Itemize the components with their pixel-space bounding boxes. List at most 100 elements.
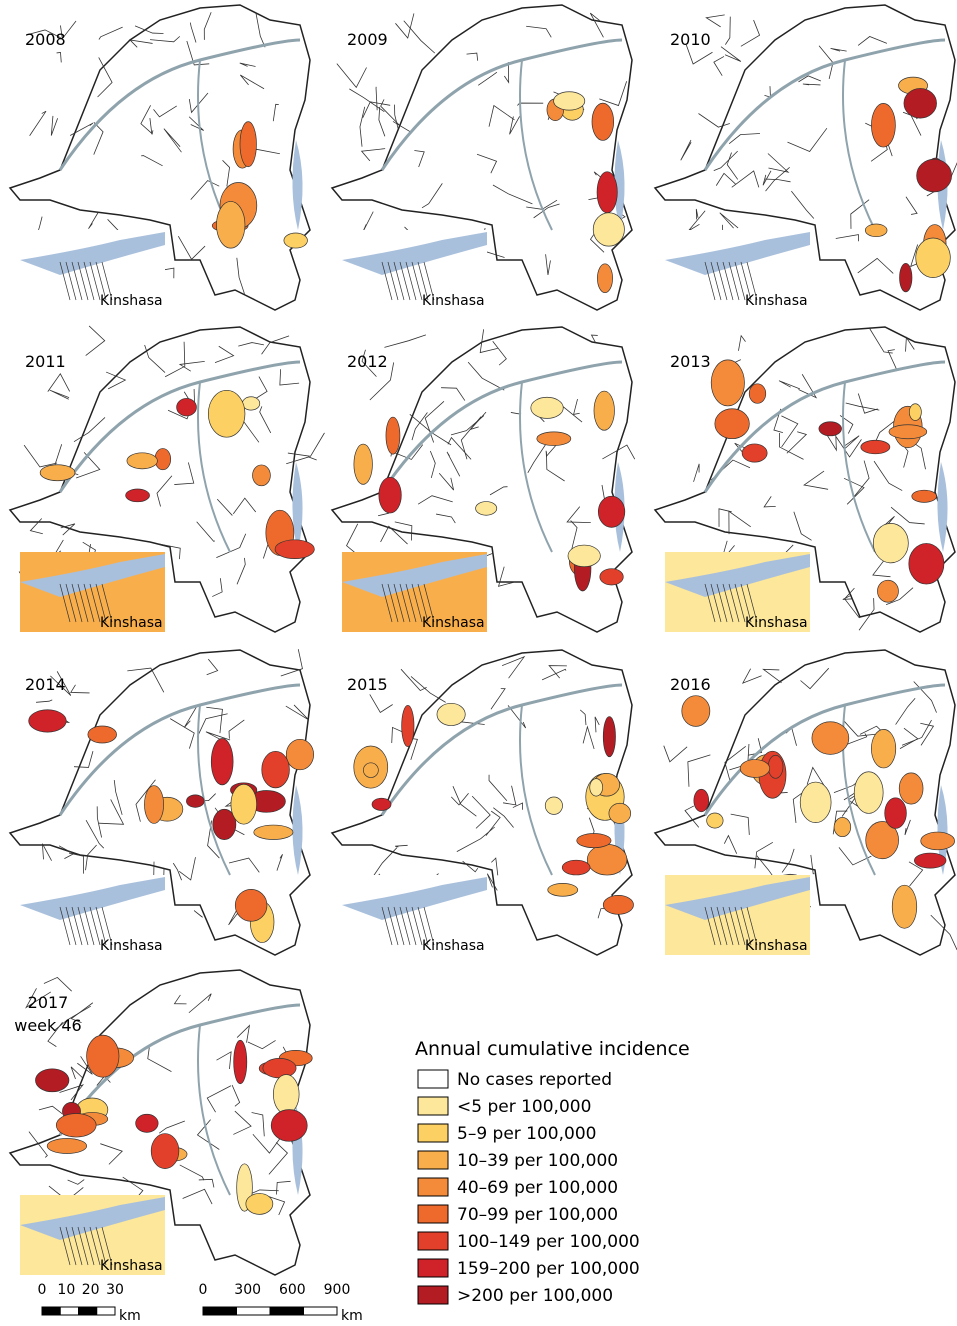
incidence-area [903, 88, 937, 119]
scale-segment [96, 1306, 116, 1316]
district-border [188, 92, 209, 114]
district-border [787, 127, 828, 152]
district-border [845, 402, 880, 411]
district-border [70, 684, 90, 694]
district-border [400, 668, 427, 692]
incidence-area [230, 783, 257, 825]
district-border [286, 456, 317, 465]
lake [937, 462, 948, 552]
district-border [153, 105, 177, 118]
incidence-area [28, 709, 67, 733]
district-border [414, 150, 425, 168]
district-border [205, 731, 231, 743]
district-border [206, 658, 219, 676]
year-label: 2009 [347, 30, 388, 49]
district-border [67, 1179, 85, 1185]
inset-street [95, 906, 107, 946]
district-border [724, 746, 746, 783]
district-border [49, 389, 70, 400]
incidence-area [767, 754, 784, 779]
district-border [695, 208, 699, 220]
inset-street [399, 583, 411, 623]
scale-segment [236, 1306, 271, 1316]
district-border [287, 432, 325, 457]
incidence-area [87, 725, 117, 744]
incidence-area [884, 797, 907, 829]
inset-street [734, 261, 746, 301]
incidence-area [872, 523, 909, 564]
map-panel: Kinshasa 2010 [654, 4, 957, 311]
legend-swatch [417, 1096, 449, 1116]
district-border [88, 212, 99, 229]
inset-street [83, 583, 95, 623]
district-border [163, 128, 182, 153]
year-label: 2010 [670, 30, 711, 49]
inset-street [83, 261, 95, 301]
district-border [411, 412, 428, 441]
district-border [748, 738, 763, 756]
district-border [466, 52, 479, 61]
incidence-area [186, 794, 205, 808]
district-border [395, 844, 408, 848]
map-panel: Kinshasa 2017 week 46 [9, 969, 313, 1276]
inset-street [83, 1226, 95, 1266]
district-border [272, 103, 279, 122]
district-border [705, 14, 725, 28]
scale-unit: km [341, 1308, 363, 1322]
district-border [228, 719, 245, 739]
map-panel: Kinshasa 2009 [331, 4, 633, 311]
inset-street [71, 583, 83, 623]
district-border [566, 506, 591, 524]
district-border [663, 745, 688, 763]
district-border [144, 344, 166, 373]
district-border [134, 25, 164, 34]
inset-label: Kinshasa [745, 938, 808, 954]
district-border [488, 104, 515, 127]
district-border [255, 12, 266, 48]
inset-label: Kinshasa [100, 615, 163, 631]
inset-street [411, 906, 423, 946]
incidence-area [283, 232, 308, 249]
district-border [579, 709, 587, 726]
district-border [362, 211, 374, 233]
district-border [359, 106, 366, 147]
district-border [738, 334, 746, 351]
incidence-area [55, 1113, 97, 1138]
district-border [47, 1021, 63, 1047]
incidence-area [596, 171, 618, 214]
district-border [882, 516, 895, 528]
scale-tick-label: 0 [199, 1282, 208, 1298]
district-border [594, 716, 600, 733]
incidence-area [739, 759, 771, 778]
district-border [417, 495, 453, 505]
inset-street [728, 261, 740, 301]
incidence-area [681, 695, 711, 727]
incidence-area [150, 1133, 180, 1169]
district-border [718, 508, 732, 527]
district-border [901, 719, 932, 746]
district-border [276, 854, 283, 871]
district-border [73, 750, 94, 768]
district-border [60, 20, 77, 40]
district-border [261, 335, 290, 355]
incidence-area [385, 416, 401, 455]
district-border [857, 257, 894, 274]
district-border [493, 807, 514, 828]
inset-street [716, 583, 728, 623]
incidence-area [599, 568, 624, 586]
legend-label: 100–149 per 100,000 [457, 1232, 640, 1252]
incidence-area [46, 1138, 88, 1154]
district-border [384, 334, 427, 348]
inset-street [77, 583, 89, 623]
district-border [684, 805, 700, 828]
incidence-area [234, 889, 268, 922]
district-border [188, 116, 204, 131]
district-border [50, 115, 59, 136]
inset-river [665, 232, 810, 275]
incidence-area [741, 443, 768, 463]
incidence-area [241, 396, 261, 411]
legend-swatch [417, 1177, 449, 1197]
inset-street [77, 261, 89, 301]
incidence-area [593, 390, 615, 431]
district-border [765, 178, 791, 183]
